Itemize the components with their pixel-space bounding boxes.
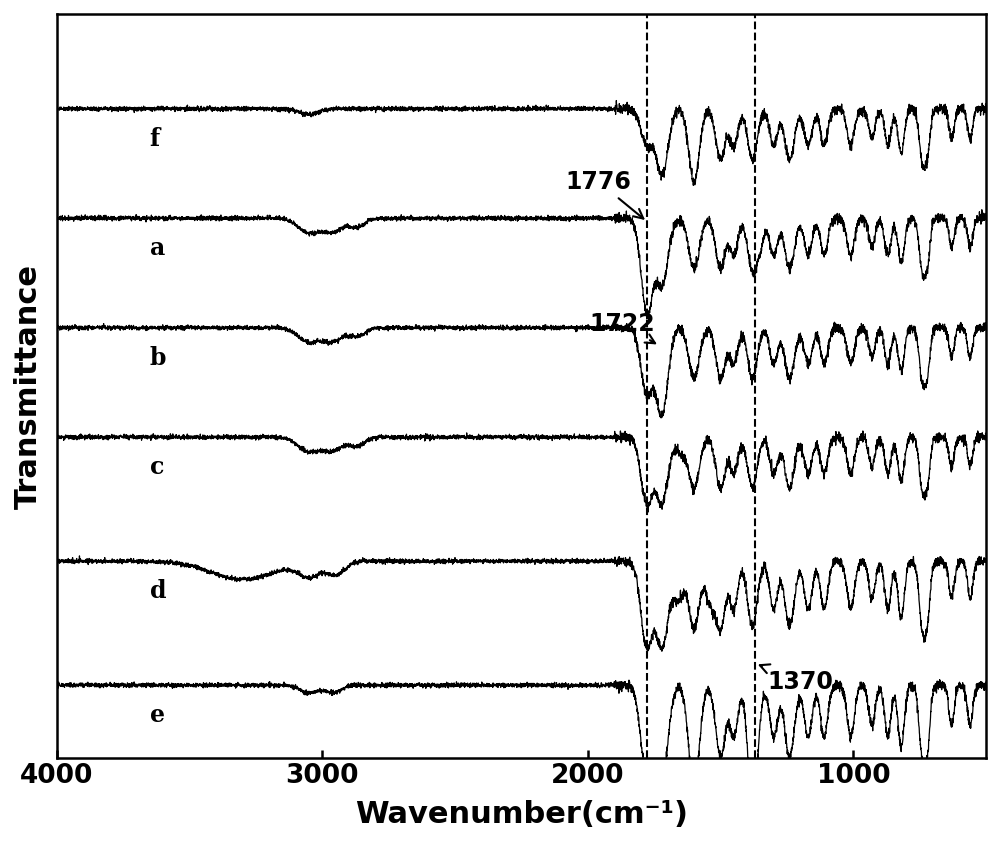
Text: f: f bbox=[150, 127, 160, 151]
Text: c: c bbox=[150, 455, 164, 480]
Text: 1776: 1776 bbox=[566, 169, 643, 218]
Y-axis label: Transmittance: Transmittance bbox=[14, 264, 43, 508]
Text: 1370: 1370 bbox=[760, 664, 833, 694]
Text: a: a bbox=[150, 236, 165, 260]
X-axis label: Wavenumber(cm⁻¹): Wavenumber(cm⁻¹) bbox=[355, 800, 688, 830]
Text: d: d bbox=[150, 579, 166, 604]
Text: b: b bbox=[150, 346, 166, 370]
Text: 1722: 1722 bbox=[590, 312, 655, 343]
Text: e: e bbox=[150, 703, 165, 728]
